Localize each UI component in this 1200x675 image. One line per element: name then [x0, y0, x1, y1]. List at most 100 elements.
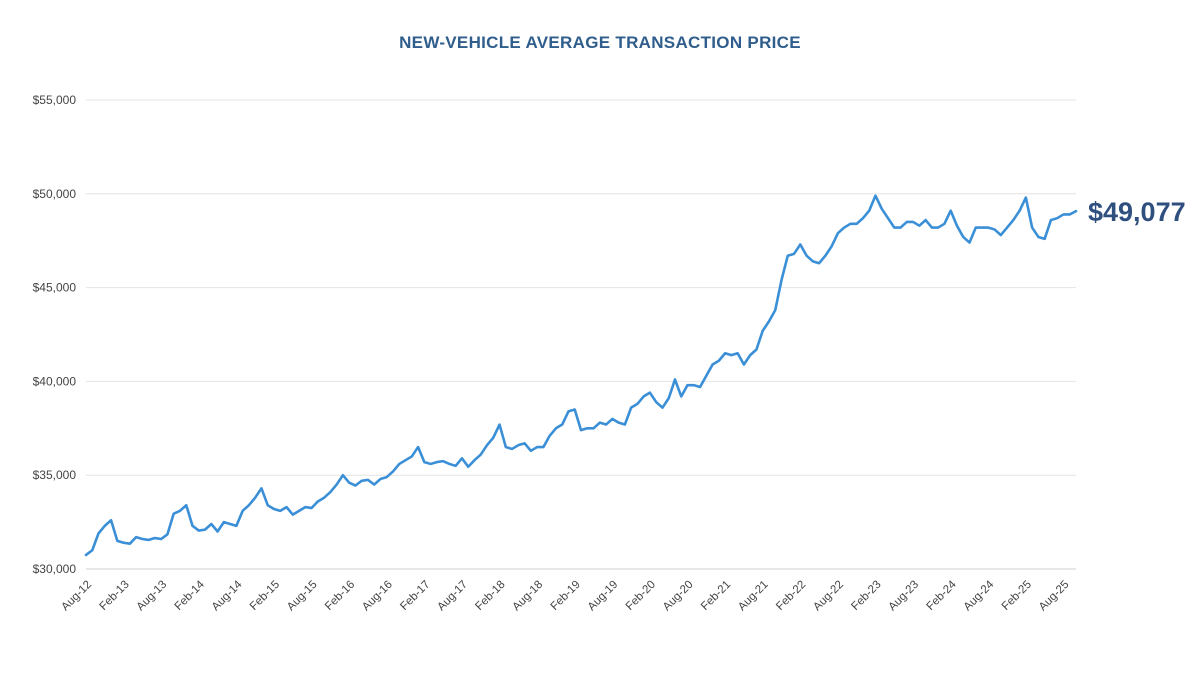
data-point: [592, 427, 595, 430]
data-point: [837, 232, 840, 235]
data-point: [486, 444, 489, 447]
data-point: [461, 457, 464, 460]
data-point: [1006, 226, 1009, 229]
x-tick-label: Aug-16: [360, 579, 395, 614]
data-point: [191, 525, 194, 528]
data-point: [1018, 209, 1021, 212]
data-point: [216, 530, 219, 533]
data-point: [479, 453, 482, 456]
data-point: [561, 423, 564, 426]
data-point: [692, 384, 695, 387]
data-point: [467, 465, 470, 468]
latest-value-label: $49,077: [1088, 197, 1186, 227]
data-point: [523, 442, 526, 445]
data-point: [241, 510, 244, 513]
x-tick-label: Aug-25: [1037, 579, 1072, 614]
y-tick-label: $45,000: [33, 281, 77, 295]
x-tick-label: Aug-15: [285, 579, 320, 614]
data-point: [987, 226, 990, 229]
data-point: [473, 459, 476, 462]
data-point: [793, 253, 796, 256]
data-point: [91, 549, 94, 552]
data-point: [179, 510, 182, 513]
data-point: [774, 309, 777, 312]
data-point: [1062, 213, 1065, 216]
data-point: [1031, 226, 1034, 229]
data-point: [291, 513, 294, 516]
data-point: [968, 241, 971, 244]
data-point: [385, 476, 388, 479]
data-point: [667, 397, 670, 400]
data-point: [166, 533, 169, 536]
data-point: [429, 463, 432, 466]
data-point: [436, 461, 439, 464]
data-point: [849, 223, 852, 226]
data-point: [786, 254, 789, 257]
data-point: [505, 446, 508, 449]
data-point: [536, 446, 539, 449]
data-point: [548, 435, 551, 438]
data-point: [573, 408, 576, 411]
x-axis-ticks: Aug-12 Feb-13 Aug-13 Feb-14 Aug-14 Feb-15 Aug-…: [59, 578, 1071, 613]
data-point: [1000, 234, 1003, 237]
data-point: [185, 504, 188, 507]
series-line-average-transaction-price: [84, 194, 1078, 557]
data-point: [122, 541, 125, 544]
data-point: [373, 483, 376, 486]
y-tick-label: $55,000: [33, 93, 77, 107]
data-point: [323, 496, 326, 499]
data-point: [580, 429, 583, 432]
x-tick-label: Feb-24: [925, 578, 960, 613]
data-point: [611, 418, 614, 421]
y-tick-label: $50,000: [33, 187, 77, 201]
data-point: [147, 539, 150, 542]
x-tick-label: Aug-17: [435, 579, 470, 614]
data-point: [974, 226, 977, 229]
data-point: [962, 236, 965, 239]
data-point: [1050, 219, 1053, 222]
data-point: [768, 320, 771, 323]
data-point: [254, 496, 257, 499]
data-point: [329, 491, 332, 494]
data-point: [949, 209, 952, 212]
data-point: [674, 378, 677, 381]
data-point: [135, 536, 138, 539]
data-point: [454, 465, 457, 468]
data-point: [110, 519, 113, 522]
data-point: [204, 528, 207, 531]
data-point: [172, 512, 175, 515]
data-point: [1043, 238, 1046, 241]
x-tick-label: Feb-22: [774, 579, 808, 613]
x-tick-label: Feb-18: [473, 579, 507, 613]
data-point: [686, 384, 689, 387]
data-point: [699, 386, 702, 389]
data-point: [912, 221, 915, 224]
data-point: [937, 226, 940, 229]
data-point: [266, 504, 269, 507]
data-point: [367, 479, 370, 482]
data-point: [498, 423, 501, 426]
data-point: [285, 506, 288, 509]
data-point: [197, 529, 200, 532]
data-point: [1068, 213, 1071, 216]
data-point: [855, 223, 858, 226]
data-point: [379, 478, 382, 481]
data-point: [160, 538, 163, 541]
data-point: [906, 221, 909, 224]
data-point: [824, 254, 827, 257]
data-point: [830, 245, 833, 248]
data-point: [617, 421, 620, 424]
data-point: [761, 329, 764, 332]
data-point: [417, 446, 420, 449]
data-point: [893, 226, 896, 229]
x-tick-label: Feb-21: [699, 579, 733, 613]
x-tick-label: Feb-13: [97, 579, 131, 613]
data-point: [235, 525, 238, 528]
data-point: [1012, 219, 1015, 222]
chart-title: NEW-VEHICLE AVERAGE TRANSACTION PRICE: [399, 33, 801, 52]
data-point: [880, 208, 883, 211]
data-point: [1075, 210, 1078, 213]
x-tick-label: Feb-25: [1000, 579, 1034, 613]
x-tick-label: Feb-19: [549, 579, 583, 613]
x-tick-label: Feb-17: [398, 579, 432, 613]
